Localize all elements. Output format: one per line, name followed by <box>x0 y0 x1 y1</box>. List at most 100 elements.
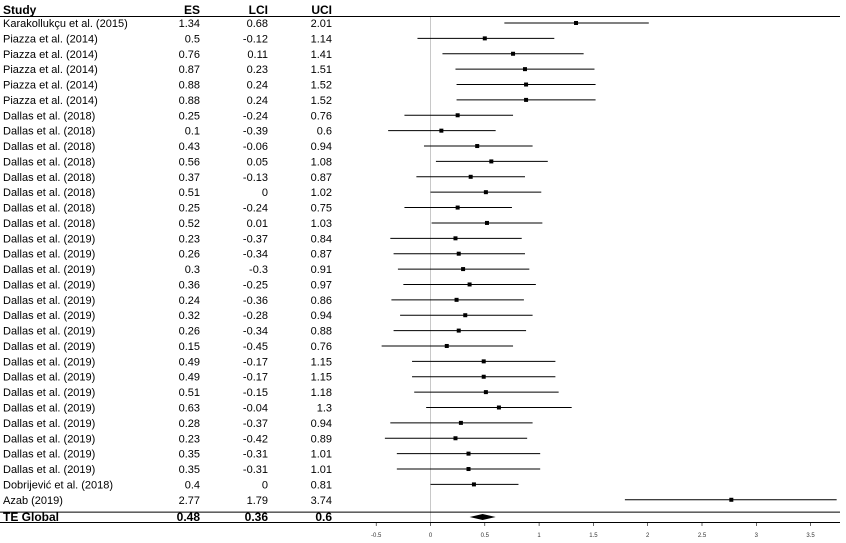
effect-marker <box>522 67 527 72</box>
effect-marker <box>456 251 461 256</box>
study-es: 0.25 <box>179 203 200 215</box>
study-name: Piazza et al. (2014) <box>3 95 98 107</box>
study-es: 0.25 <box>179 110 200 122</box>
effect-marker <box>475 144 480 149</box>
study-name: Dallas et al. (2019) <box>3 433 95 445</box>
study-uci: 0.87 <box>311 249 332 261</box>
effect-marker <box>511 51 516 56</box>
study-es: 0.37 <box>179 172 200 184</box>
effect-marker <box>496 405 501 410</box>
study-name: Dallas et al. (2018) <box>3 172 95 184</box>
study-name: Dallas et al. (2018) <box>3 156 95 168</box>
study-es: 0.15 <box>179 341 200 353</box>
summary-lci: 0.36 <box>245 510 269 524</box>
x-tick-label: 3.5 <box>806 533 815 539</box>
effect-marker <box>455 205 460 210</box>
study-lci: -0.34 <box>243 249 268 261</box>
effect-marker <box>482 36 487 41</box>
study-uci: 1.01 <box>311 464 332 476</box>
study-es: 0.1 <box>185 126 200 138</box>
study-es: 0.4 <box>185 479 200 491</box>
study-lci: 0.05 <box>247 156 268 168</box>
study-lci: -0.17 <box>243 372 268 384</box>
study-uci: 0.89 <box>311 433 332 445</box>
effect-marker <box>524 82 529 87</box>
x-tick-label: -0.5 <box>371 533 382 539</box>
study-lci: 0.23 <box>247 64 268 76</box>
study-lci: -0.34 <box>243 326 268 338</box>
effect-marker <box>466 467 471 472</box>
effect-marker <box>439 128 444 133</box>
study-uci: 2.01 <box>311 18 332 30</box>
study-uci: 0.94 <box>311 418 332 430</box>
study-uci: 0.81 <box>311 479 332 491</box>
study-es: 0.23 <box>179 233 200 245</box>
study-es: 0.87 <box>179 64 200 76</box>
effect-marker <box>489 159 494 164</box>
study-name: Azab (2019) <box>3 495 63 507</box>
study-lci: -0.13 <box>243 172 268 184</box>
study-uci: 0.6 <box>317 126 332 138</box>
study-uci: 0.76 <box>311 110 332 122</box>
header-lci: LCI <box>249 3 268 17</box>
study-es: 0.88 <box>179 95 200 107</box>
study-es: 0.35 <box>179 449 200 461</box>
study-es: 0.35 <box>179 464 200 476</box>
effect-marker <box>481 374 486 379</box>
study-name: Karakollukçu et al. (2015) <box>3 18 128 30</box>
study-name: Dallas et al. (2019) <box>3 233 95 245</box>
study-lci: -0.25 <box>243 279 268 291</box>
effect-marker <box>524 97 529 102</box>
study-name: Dallas et al. (2019) <box>3 264 95 276</box>
summary-uci: 0.6 <box>315 510 332 524</box>
effect-marker <box>468 174 473 179</box>
study-lci: -0.06 <box>243 141 268 153</box>
x-tick-label: 0 <box>429 533 433 539</box>
study-name: Dallas et al. (2018) <box>3 203 95 215</box>
study-lci: 0 <box>262 479 268 491</box>
study-name: Dallas et al. (2018) <box>3 218 95 230</box>
study-name: Piazza et al. (2014) <box>3 80 98 92</box>
study-name: Dallas et al. (2019) <box>3 372 95 384</box>
study-lci: 0 <box>262 187 268 199</box>
header-uci: UCI <box>311 3 332 17</box>
study-es: 0.76 <box>179 49 200 61</box>
effect-marker <box>458 420 463 425</box>
study-name: Dallas et al. (2019) <box>3 403 95 415</box>
x-tick-label: 2 <box>646 533 650 539</box>
study-es: 0.3 <box>185 264 200 276</box>
study-es: 0.49 <box>179 372 200 384</box>
summary-diamond <box>469 514 496 520</box>
study-name: Dallas et al. (2019) <box>3 356 95 368</box>
effect-marker <box>471 482 476 487</box>
study-name: Dallas et al. (2018) <box>3 126 95 138</box>
summary-es: 0.48 <box>177 510 201 524</box>
study-es: 0.26 <box>179 326 200 338</box>
study-name: Dallas et al. (2019) <box>3 418 95 430</box>
study-es: 0.63 <box>179 403 200 415</box>
effect-marker <box>461 267 466 272</box>
study-lci: -0.42 <box>243 433 268 445</box>
study-uci: 1.52 <box>311 80 332 92</box>
study-name: Dallas et al. (2019) <box>3 295 95 307</box>
effect-marker <box>453 436 458 441</box>
study-name: Dallas et al. (2019) <box>3 449 95 461</box>
study-name: Dallas et al. (2019) <box>3 464 95 476</box>
study-lci: 0.01 <box>247 218 268 230</box>
study-uci: 0.97 <box>311 279 332 291</box>
study-es: 2.77 <box>179 495 200 507</box>
effect-marker <box>729 497 734 502</box>
study-es: 0.26 <box>179 249 200 261</box>
x-tick-label: 1 <box>537 533 541 539</box>
study-name: Piazza et al. (2014) <box>3 33 98 45</box>
x-tick-label: 1.5 <box>589 533 598 539</box>
study-es: 0.28 <box>179 418 200 430</box>
study-uci: 1.03 <box>311 218 332 230</box>
study-name: Dallas et al. (2019) <box>3 387 95 399</box>
study-lci: -0.39 <box>243 126 268 138</box>
study-name: Piazza et al. (2014) <box>3 64 98 76</box>
study-name: Dallas et al. (2019) <box>3 279 95 291</box>
effect-marker <box>481 359 486 364</box>
study-uci: 0.76 <box>311 341 332 353</box>
